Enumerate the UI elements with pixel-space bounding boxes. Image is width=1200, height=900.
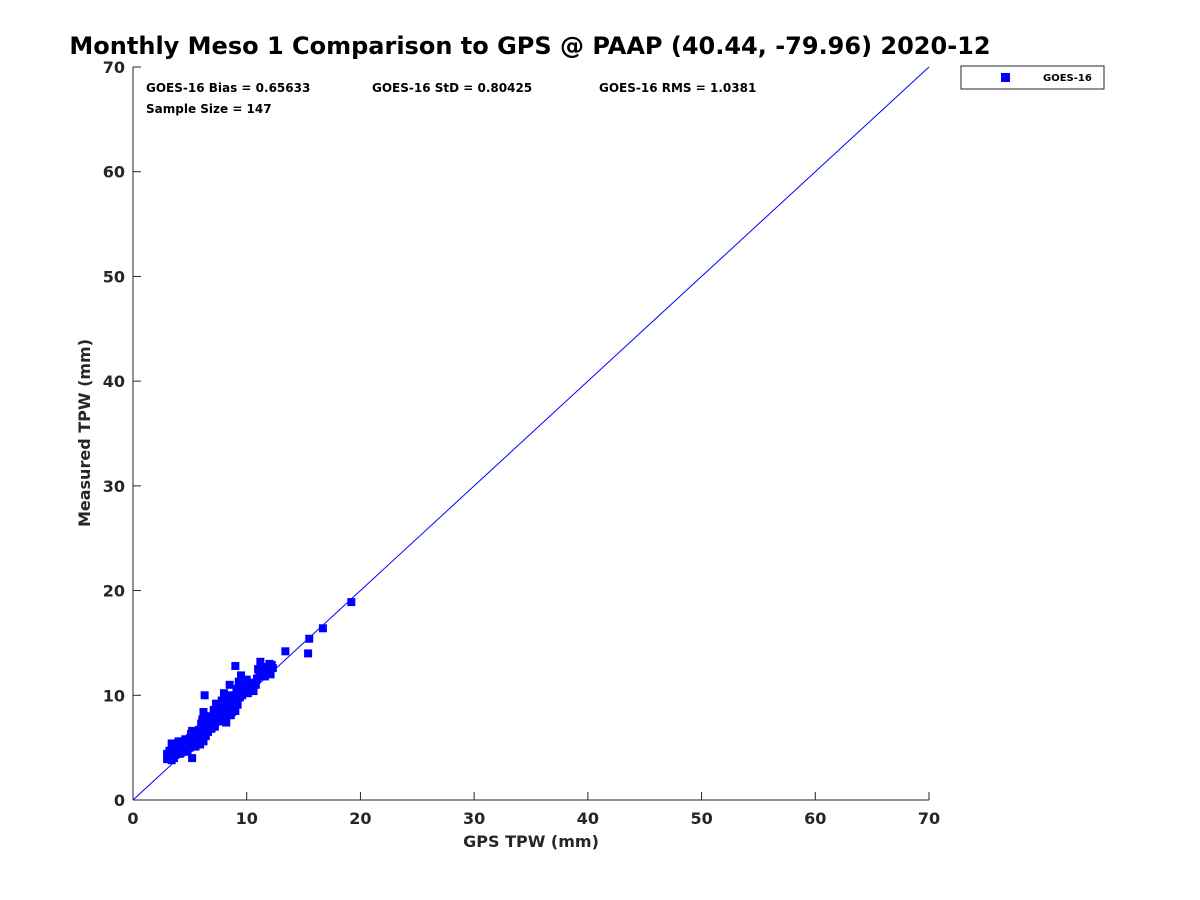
data-point [216, 717, 225, 726]
y-tick-label: 20 [103, 582, 125, 601]
data-point [188, 726, 197, 735]
data-point [231, 661, 240, 670]
data-point [223, 693, 232, 702]
data-point [191, 732, 200, 741]
x-tick-label: 0 [127, 809, 138, 828]
x-tick-label: 30 [463, 809, 485, 828]
data-point [168, 743, 177, 752]
stat-sample-size: Sample Size = 147 [146, 102, 272, 116]
data-point [247, 681, 256, 690]
data-point [185, 743, 194, 752]
data-point [226, 701, 235, 710]
data-point [206, 721, 215, 730]
data-point [216, 711, 225, 720]
data-point [197, 719, 206, 728]
data-point [174, 737, 183, 746]
data-point [318, 624, 327, 633]
data-point [199, 733, 208, 742]
data-point [267, 660, 276, 669]
data-point [222, 718, 231, 727]
data-point [198, 715, 207, 724]
chart-title: Monthly Meso 1 Comparison to GPS @ PAAP … [69, 32, 990, 60]
data-point [222, 697, 231, 706]
legend: GOES-16 [960, 65, 1105, 90]
data-point [305, 634, 314, 643]
x-tick-label: 60 [804, 809, 826, 828]
y-tick-label: 40 [103, 372, 125, 391]
y-tick-label: 10 [103, 686, 125, 705]
y-tick-label: 0 [114, 791, 125, 810]
data-point [214, 706, 223, 715]
data-point [181, 747, 190, 756]
data-point [256, 657, 265, 666]
data-point [224, 711, 233, 720]
stat-bias: GOES-16 Bias = 0.65633 [146, 81, 310, 95]
stat-rms: GOES-16 RMS = 1.0381 [599, 81, 756, 95]
y-tick-label: 50 [103, 267, 125, 286]
data-point [281, 647, 290, 656]
data-point [219, 689, 228, 698]
data-point [234, 677, 243, 686]
data-point [217, 696, 226, 705]
data-point [212, 699, 221, 708]
x-axis-label: GPS TPW (mm) [463, 832, 599, 851]
data-point [180, 737, 189, 746]
data-point [260, 672, 269, 681]
data-point [169, 754, 178, 763]
data-point [201, 724, 210, 733]
data-point [252, 674, 261, 683]
data-point [210, 719, 219, 728]
data-point [237, 671, 246, 680]
data-point [263, 667, 272, 676]
stat-std: GOES-16 StD = 0.80425 [372, 81, 532, 95]
data-point [304, 649, 313, 658]
data-point [167, 739, 176, 748]
legend-marker-square [1001, 73, 1010, 82]
data-point [231, 694, 240, 703]
legend-box [960, 65, 1105, 90]
y-tick-label: 60 [103, 163, 125, 182]
plot-area: 0 10 20 30 40 50 60 70 0 10 20 30 40 50 60 70 [103, 58, 940, 828]
data-point [238, 691, 247, 700]
data-point [175, 749, 184, 758]
legend-label: GOES-16 [1043, 73, 1092, 84]
data-point [200, 691, 209, 700]
data-point [188, 754, 197, 763]
x-tick-label: 50 [690, 809, 712, 828]
data-point [251, 680, 260, 689]
x-tick-label: 40 [577, 809, 599, 828]
data-point [199, 708, 208, 717]
data-point [199, 737, 208, 746]
data-point [257, 668, 266, 677]
y-tick-label: 30 [103, 477, 125, 496]
data-point [184, 736, 193, 745]
y-tick-label: 70 [103, 58, 125, 77]
y-axis-label: Measured TPW (mm) [75, 339, 94, 527]
data-point [194, 725, 203, 734]
data-point [190, 737, 199, 746]
data-point [347, 598, 356, 607]
data-point [176, 741, 185, 750]
data-point [225, 680, 234, 689]
data-point [249, 687, 258, 696]
x-tick-label: 10 [236, 809, 258, 828]
x-tick-label: 20 [349, 809, 371, 828]
x-tick-label: 70 [918, 809, 940, 828]
data-point [235, 686, 244, 695]
data-point [258, 663, 267, 672]
data-point [208, 715, 217, 724]
data-point [243, 689, 252, 698]
